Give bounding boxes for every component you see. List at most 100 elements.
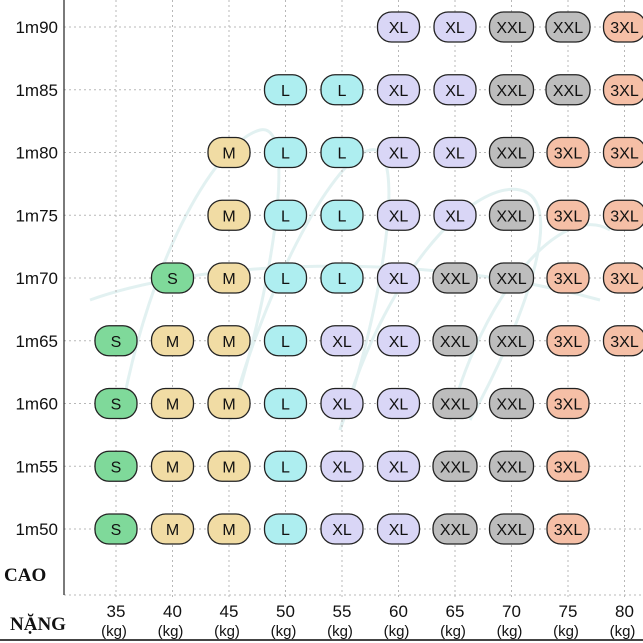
size-cell: XL [433, 74, 477, 106]
size-pill [376, 387, 421, 420]
x-tick-unit: (kg) [384, 623, 410, 640]
size-cell: XXL [488, 136, 535, 169]
y-axis-title: CAO [4, 565, 46, 586]
size-cell: XL [376, 262, 421, 294]
size-label: XL [332, 397, 352, 414]
size-cell: 3XL [602, 74, 643, 106]
size-pill [320, 199, 364, 231]
size-label: XXL [496, 522, 526, 539]
size-label: M [222, 208, 235, 225]
size-label: XL [389, 208, 409, 225]
size-cell: M [150, 325, 195, 357]
size-label: S [111, 522, 122, 539]
size-cell: L [320, 262, 364, 294]
y-tick-label: 1m75 [15, 206, 58, 225]
size-cell: XL [320, 387, 364, 420]
size-pill [432, 262, 478, 294]
size-pill [320, 262, 364, 294]
size-cell: M [207, 387, 251, 420]
size-cell: XXL [488, 450, 535, 482]
x-tick-label: 75 [559, 602, 578, 621]
size-label: M [166, 522, 179, 539]
size-label: XXL [440, 397, 470, 414]
size-cell: XL [376, 325, 421, 357]
size-label: 3XL [554, 208, 583, 225]
size-cell: XXL [432, 387, 478, 420]
size-label: S [111, 459, 122, 476]
size-label: L [281, 83, 290, 100]
size-pill [150, 387, 195, 420]
size-label: 3XL [554, 397, 583, 414]
size-pill [320, 74, 364, 106]
size-cell: M [207, 513, 251, 545]
size-cell: S [150, 262, 195, 294]
size-pill [488, 74, 535, 106]
size-label: XL [389, 83, 409, 100]
size-cell: XL [376, 11, 421, 43]
size-label: XL [389, 522, 409, 539]
size-cell: XL [433, 136, 477, 169]
size-pill [376, 74, 421, 106]
y-tick-label: 1m55 [15, 457, 58, 476]
size-cell: S [94, 387, 138, 420]
size-label: 3XL [554, 271, 583, 288]
size-pill [263, 387, 308, 420]
size-cell: L [263, 136, 308, 169]
size-label: XL [389, 334, 409, 351]
size-label: 3XL [554, 459, 583, 476]
x-tick-unit: (kg) [101, 623, 127, 640]
size-label: XL [389, 146, 409, 163]
size-cell: XL [376, 136, 421, 169]
size-label: XXL [496, 334, 526, 351]
size-pill [94, 325, 138, 357]
size-cell: 3XL [602, 262, 643, 294]
size-pill [602, 199, 643, 231]
y-tick-label: 1m65 [15, 332, 58, 351]
size-pill [602, 136, 643, 169]
size-pill [263, 74, 308, 106]
size-label: S [111, 334, 122, 351]
size-cell: M [150, 450, 195, 482]
size-label: 3XL [610, 83, 639, 100]
size-label: 3XL [610, 146, 639, 163]
x-tick-labels: 35 (kg) 40 (kg) 45 (kg) 50 (kg) 55 (kg) 60 (kg) 65 (k… [101, 602, 635, 640]
x-tick-label: 40 [163, 602, 182, 621]
size-cell: XXL [432, 450, 478, 482]
size-label: M [222, 271, 235, 288]
size-cell: 3XL [546, 262, 590, 294]
x-tick-unit: (kg) [327, 623, 353, 640]
size-cell: XXL [432, 513, 478, 545]
size-pill [263, 325, 308, 357]
size-label: 3XL [610, 20, 639, 37]
size-pill [150, 450, 195, 482]
size-pill [376, 262, 421, 294]
size-pill [546, 136, 590, 169]
size-pill [376, 325, 421, 357]
size-pill [545, 74, 591, 106]
size-cell: 3XL [546, 387, 590, 420]
size-cell: 3XL [546, 136, 590, 169]
x-tick-label: 80 [615, 602, 634, 621]
size-pill [546, 513, 590, 545]
size-pill [488, 11, 535, 43]
size-cell: XXL [488, 11, 535, 43]
size-label: XXL [553, 20, 583, 37]
size-cell: M [207, 325, 251, 357]
size-pill [207, 262, 251, 294]
size-pill [376, 199, 421, 231]
size-label: L [281, 334, 290, 351]
size-cell: XL [320, 325, 364, 357]
size-pill [263, 450, 308, 482]
size-pill [488, 199, 535, 231]
size-cell: M [207, 450, 251, 482]
x-tick-unit: (kg) [271, 623, 297, 640]
size-pill [376, 513, 421, 545]
x-tick-label: 50 [276, 602, 295, 621]
size-pill [320, 136, 364, 169]
x-tick-unit: (kg) [158, 623, 184, 640]
size-cell: M [207, 136, 251, 169]
size-pill [546, 325, 590, 357]
size-cell: L [263, 74, 308, 106]
size-cell: L [263, 387, 308, 420]
